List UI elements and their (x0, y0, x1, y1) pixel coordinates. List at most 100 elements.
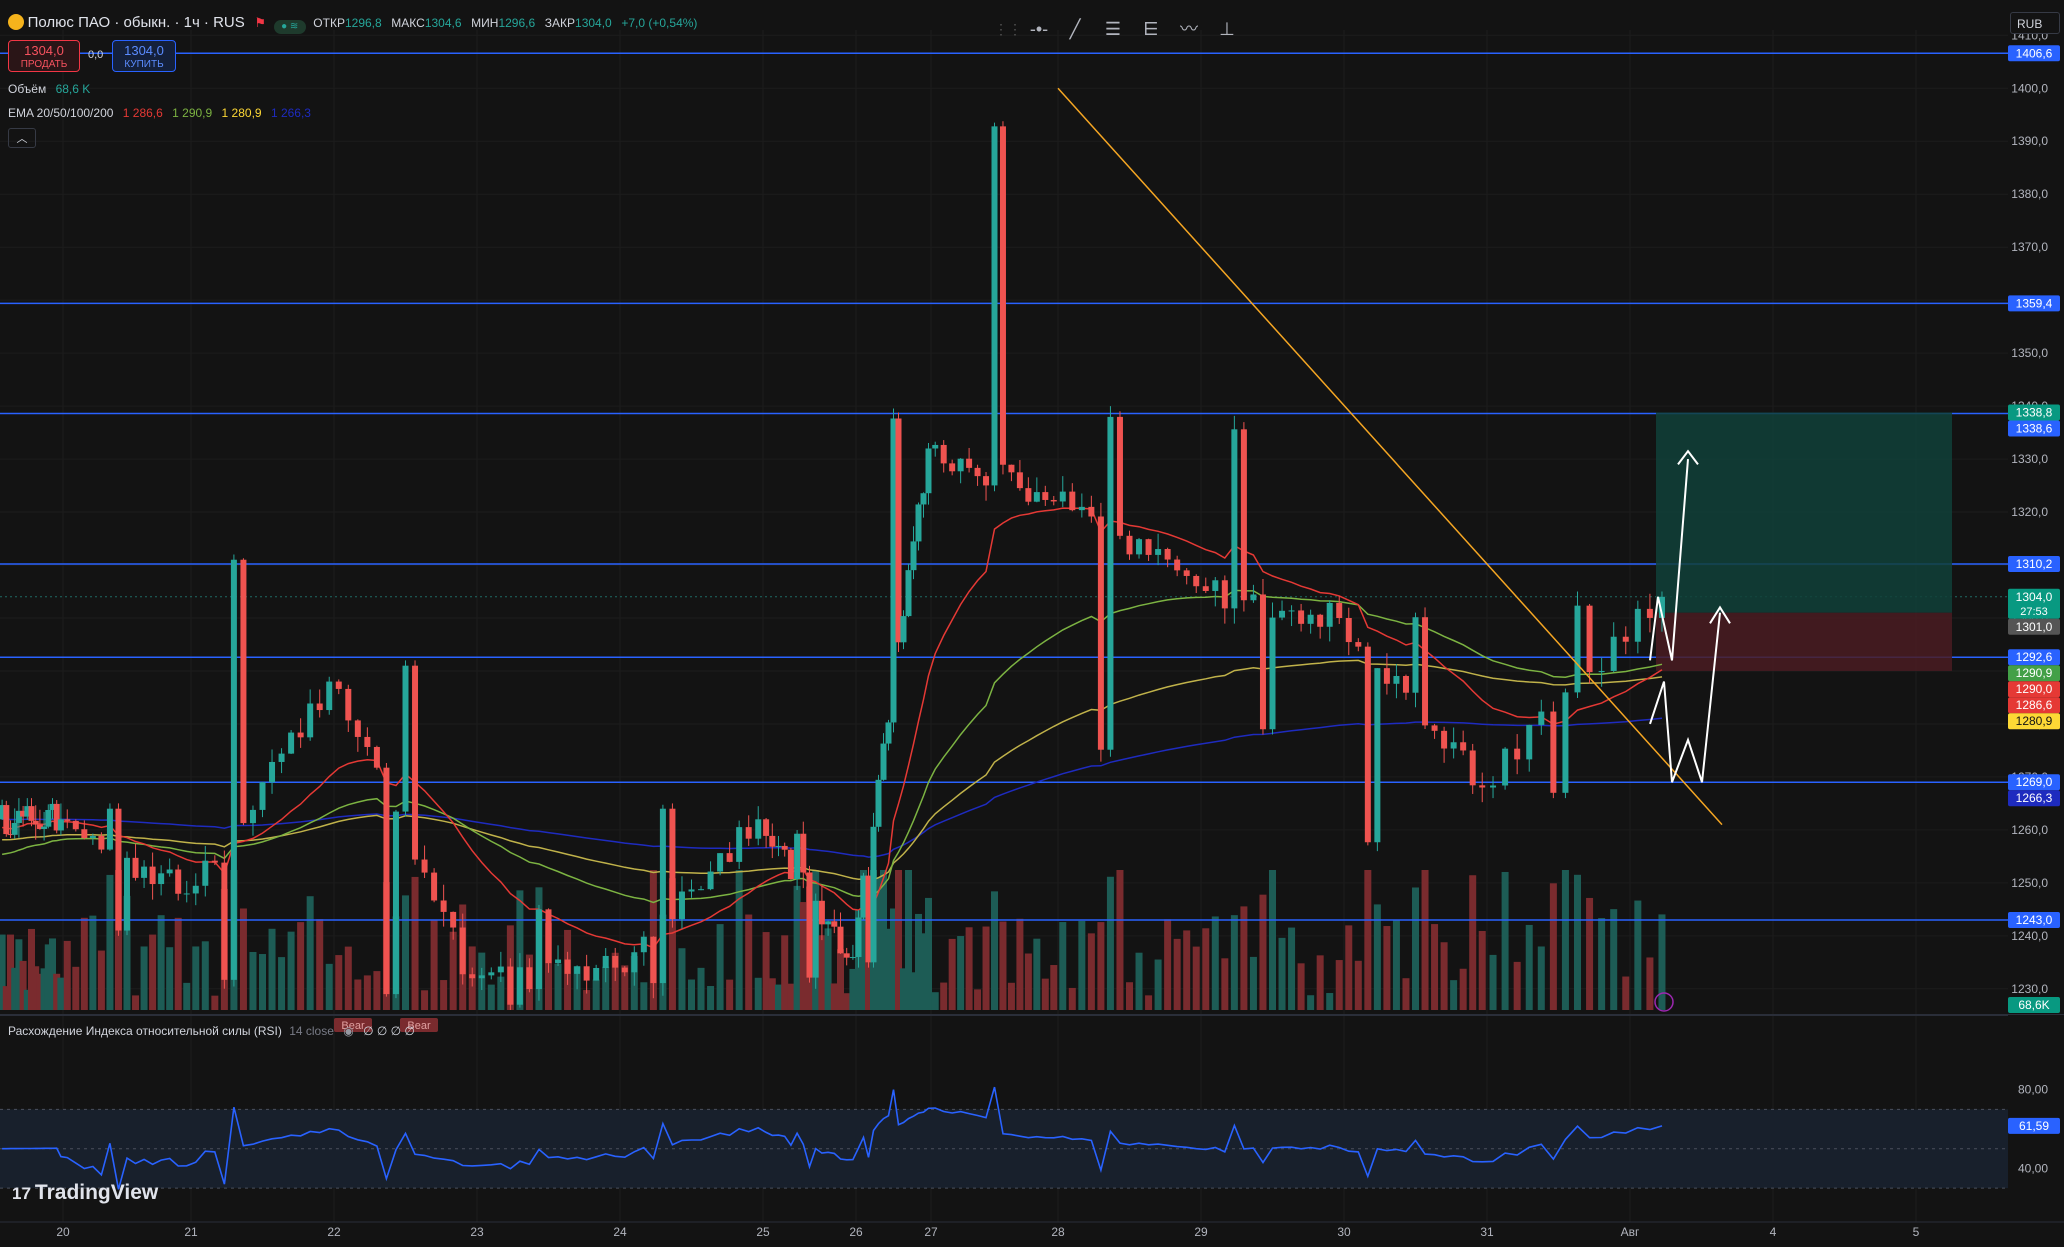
candle-body-95 (794, 833, 801, 880)
candle-body-107 (865, 875, 872, 963)
trend-line-icon[interactable]: ╱ (1069, 19, 1081, 39)
tradingview-logo[interactable]: 17 TradingView (12, 1181, 158, 1205)
candle-body-122 (949, 463, 956, 472)
volume-bar-137 (1078, 920, 1086, 1010)
candle-body-26 (158, 873, 165, 885)
rsi-tick-label-1: 80,00 (2018, 1083, 2048, 1097)
price-label-box-13 (2008, 790, 2060, 807)
candle-body-173 (1422, 617, 1429, 726)
candle-body-192 (1634, 608, 1641, 642)
pattern-icon[interactable]: 〰 (1180, 19, 1198, 39)
volume-bar-152 (1221, 958, 1229, 1010)
volume-bar-56 (440, 980, 448, 1010)
candle-body-27 (166, 869, 173, 874)
horizontal-line-icon[interactable]: -•- (1029, 19, 1049, 39)
candle-body-174 (1431, 725, 1438, 731)
price-label-0: 1406,6 (2016, 46, 2053, 60)
volume-bar-11 (44, 944, 52, 1010)
buy-price: 1304,0 (124, 43, 164, 58)
volume-bar-49 (373, 971, 381, 1010)
price-label-box-9 (2008, 681, 2060, 698)
volume-bar-4 (15, 939, 23, 1010)
candle-body-171 (1402, 676, 1409, 693)
candle-body-52 (402, 665, 409, 812)
rsi-legend[interactable]: Расхождение Индекса относительной силы (… (8, 1024, 415, 1038)
long-position-icon[interactable]: ⊥ (1219, 19, 1235, 39)
candle-body-121 (940, 444, 947, 464)
volume-bar-129 (1007, 982, 1015, 1010)
volume-bar-73 (602, 966, 610, 1010)
rsi-visibility-icon[interactable]: ◉ (343, 1024, 354, 1038)
candle-body-89 (755, 819, 762, 839)
candle-body-76 (631, 952, 638, 973)
candle-body-129 (1008, 464, 1015, 473)
volume-bar-0 (0, 934, 6, 1010)
volume-bar-162 (1316, 955, 1324, 1010)
drag-handle-icon[interactable]: ⋮⋮ (994, 21, 1022, 37)
volume-bar-159 (1288, 927, 1296, 1010)
x-tick-label-8: 28 (1051, 1225, 1065, 1239)
candle-body-179 (1479, 785, 1486, 788)
currency-selector[interactable]: RUB (2010, 12, 2060, 34)
x-tick-label-12: Авг (1621, 1225, 1640, 1239)
price-label-box-12 (2008, 774, 2060, 791)
fib-retracement-icon[interactable]: ☰ (1104, 19, 1122, 39)
candle-body-33 (221, 862, 228, 980)
price-label-countdown: 27:53 (2020, 606, 2048, 618)
volume-bar-123 (957, 936, 965, 1010)
volume-bar-75 (621, 965, 629, 1010)
buy-button[interactable]: 1304,0 КУПИТЬ (112, 40, 176, 72)
volume-bar-184 (1537, 946, 1545, 1010)
volume-bar-173 (1421, 870, 1429, 1010)
ohlc-close-value: 1304,0 (575, 16, 612, 30)
volume-bar-40 (287, 931, 295, 1010)
flag-icon[interactable]: ⚑ (254, 15, 267, 30)
volume-bar-88 (745, 914, 753, 1010)
candle-body-5 (20, 810, 27, 817)
x-tick-label-7: 27 (924, 1225, 938, 1239)
bear-badge-2-box (400, 1018, 438, 1032)
price-label-box-14 (2008, 911, 2060, 928)
volume-bar-68 (554, 963, 562, 1010)
volume-bar-181 (1501, 871, 1509, 1010)
volume-bar-87 (735, 870, 743, 1010)
volume-bar-85 (716, 924, 724, 1010)
volume-bar-9 (36, 973, 44, 1010)
candle-body-15 (64, 819, 71, 821)
candle-body-142 (1126, 535, 1133, 555)
candle-body-36 (249, 809, 256, 824)
volume-bar-86 (726, 979, 734, 1010)
volume-bar-3 (11, 967, 19, 1010)
volume-bar-23 (132, 995, 140, 1010)
x-tick-label-1: 21 (184, 1225, 198, 1239)
price-label-11: 1280,9 (2016, 714, 2053, 728)
ohlc-open-label: ОТКР (313, 16, 345, 30)
sell-price: 1304,0 (24, 43, 64, 58)
candle-body-60 (478, 975, 485, 979)
market-status-icon[interactable]: ● ≋ (273, 20, 306, 34)
pitchfork-icon[interactable]: ⋿ (1143, 19, 1159, 39)
price-label-4: 1310,2 (2016, 557, 2053, 571)
volume-bar-157 (1269, 870, 1276, 1010)
price-label-3: 1338,6 (2016, 421, 2053, 435)
candle-body-119 (925, 448, 932, 494)
volume-bar-41 (297, 922, 305, 1010)
candle-body-100 (825, 921, 832, 925)
volume-legend[interactable]: Объём 68,6 K (8, 82, 90, 96)
collapse-legend-button[interactable]: ︿ (8, 128, 36, 148)
volume-bar-133 (1041, 978, 1049, 1010)
volume-bar-127 (991, 891, 998, 1010)
sell-button[interactable]: 1304,0 ПРОДАТЬ (8, 40, 80, 72)
symbol-title[interactable]: Полюс ПАО · обыкн. · 1ч · RUS (27, 14, 245, 31)
volume-bar-166 (1354, 960, 1362, 1010)
candle-body-138 (1088, 506, 1095, 517)
ema-legend[interactable]: EMA 20/50/100/200 1 286,6 1 290,9 1 280,… (8, 106, 311, 120)
volume-bar-141 (1116, 870, 1124, 1010)
volume-bar-144 (1145, 995, 1153, 1010)
candle-body-12 (49, 803, 56, 810)
candle-body-146 (1164, 549, 1171, 560)
candle-body-69 (564, 959, 571, 974)
candle-body-184 (1538, 711, 1545, 725)
